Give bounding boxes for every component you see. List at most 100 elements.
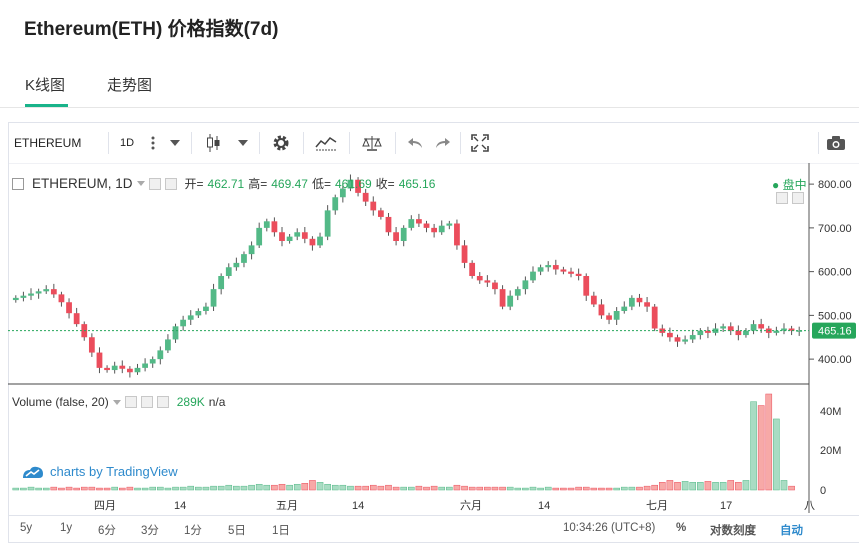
candlestick-series (12, 174, 803, 378)
percent-toggle[interactable]: % (676, 522, 687, 534)
candle-body (438, 225, 445, 233)
candle-body (203, 306, 209, 311)
candle-body (689, 335, 696, 340)
candle-body (499, 289, 506, 307)
fullscreen-icon[interactable] (468, 128, 492, 158)
volume-bar (400, 486, 407, 491)
volume-bar (96, 487, 103, 491)
volume-close-icon[interactable] (156, 396, 169, 408)
scale-up-icon[interactable] (776, 192, 788, 204)
legend-caret-icon[interactable] (136, 181, 145, 186)
volume-bar (598, 487, 605, 491)
volume-bar (438, 486, 446, 491)
candle-body (613, 311, 620, 320)
volume-caret-icon[interactable] (112, 399, 121, 405)
collapse-legend-icon[interactable] (12, 177, 24, 190)
volume-bar (385, 484, 392, 491)
candles-icon[interactable] (201, 128, 225, 158)
chart-plot-area[interactable]: 800.00 700.00 600.00 500.00 400.00 40M 20M 0 四… (8, 163, 859, 513)
candle-body (362, 192, 369, 202)
volume-bar (446, 486, 453, 491)
volume-bar (529, 486, 537, 491)
candle-body (347, 179, 354, 189)
undo-icon[interactable] (403, 128, 427, 158)
volume-bar (316, 482, 324, 491)
tradingview-logo-icon (23, 466, 43, 478)
volume-bar (727, 480, 735, 491)
candle-body (590, 295, 597, 305)
compare-icon[interactable] (358, 128, 386, 158)
time-tick-label: 14 (538, 500, 550, 512)
candle-body (195, 311, 202, 316)
candle-body (758, 324, 765, 329)
scale-down-icon[interactable] (792, 192, 804, 204)
range-5d[interactable]: 5日 (228, 525, 246, 537)
price-axis: 800.00 700.00 600.00 500.00 400.00 (809, 179, 852, 366)
range-6m[interactable]: 6分 (98, 525, 116, 537)
price-tick-label: 700.00 (818, 223, 852, 235)
candle-body (50, 289, 57, 295)
indicators-icon[interactable] (312, 128, 340, 158)
symbol-legend: ETHEREUM, 1D 开= 462.71 高= 469.47 低= 461.69 … (12, 175, 435, 192)
volume-bar (590, 487, 598, 491)
volume-bar (347, 485, 354, 491)
time-tick-label: 四月 (94, 500, 116, 512)
time-tick-label: 14 (174, 500, 186, 512)
tab-trend[interactable]: 走势图 (107, 77, 153, 94)
close-label: 收= (375, 177, 395, 191)
candle-body (96, 352, 103, 368)
volume-bar (773, 418, 780, 491)
volume-bar (765, 393, 773, 491)
candle-body (309, 238, 316, 246)
range-3m[interactable]: 3分 (141, 525, 159, 537)
camera-icon[interactable] (823, 128, 849, 158)
candle-body (400, 227, 407, 241)
range-1d[interactable]: 1日 (272, 525, 290, 537)
volume-bar (712, 482, 719, 491)
range-5y[interactable]: 5y (20, 522, 33, 534)
eye-icon[interactable] (148, 177, 161, 190)
volume-bar (719, 482, 727, 491)
candle-body (727, 326, 734, 331)
redo-icon[interactable] (431, 128, 455, 158)
volume-bar (248, 484, 255, 491)
candle-body (461, 245, 468, 263)
time-axis: 四月 14 五月 14 六月 14 七月 17 八 (94, 499, 815, 512)
chart-type-caret-icon[interactable] (236, 128, 250, 158)
more-intervals-icon[interactable] (146, 128, 160, 158)
volume-bar (362, 485, 369, 491)
volume-bar (659, 482, 666, 491)
settings-small-icon[interactable] (164, 177, 177, 190)
volume-bar (126, 486, 134, 491)
candle-body (507, 295, 514, 307)
log-scale-toggle[interactable]: 对数刻度 (710, 525, 756, 537)
range-1m[interactable]: 1分 (184, 525, 202, 537)
tradingview-branding[interactable]: charts by TradingView (22, 464, 178, 479)
volume-bar (697, 482, 704, 491)
tab-kline[interactable]: K线图 (25, 77, 66, 94)
price-volume-chart[interactable]: 800.00 700.00 600.00 500.00 400.00 40M 20M 0 四… (8, 163, 859, 513)
volume-legend: Volume (false, 20) 289K n/a (12, 395, 225, 409)
candle-body (73, 313, 80, 325)
volume-bar (210, 485, 217, 491)
candle-body (712, 328, 719, 333)
symbol-input[interactable]: ETHEREUM (14, 136, 82, 150)
candle-body (697, 330, 704, 336)
volume-bar (620, 486, 628, 491)
candle-body (408, 219, 415, 228)
interval-caret-icon[interactable] (168, 128, 182, 158)
volume-bar (468, 486, 476, 491)
candle-body (705, 330, 711, 333)
volume-bar (278, 483, 286, 491)
gear-icon[interactable] (268, 128, 294, 158)
auto-scale-toggle[interactable]: 自动 (780, 525, 803, 537)
interval-button[interactable]: 1D (119, 137, 135, 149)
candle-body (773, 330, 780, 333)
volume-bar (134, 487, 141, 491)
volume-settings-icon[interactable] (140, 396, 153, 408)
time-tick-label: 五月 (276, 500, 298, 512)
range-1y[interactable]: 1y (60, 522, 73, 534)
volume-bar (552, 487, 560, 491)
volume-eye-icon[interactable] (124, 396, 137, 408)
candle-body (423, 223, 430, 228)
